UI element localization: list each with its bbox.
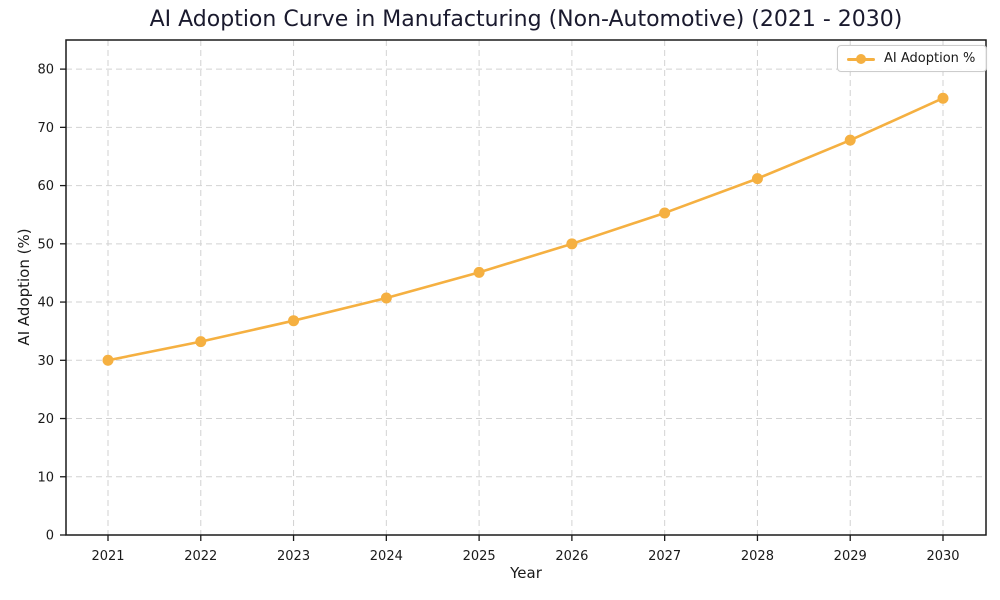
y-tick-label: 50 [37, 237, 54, 252]
y-tick-label: 80 [37, 63, 54, 78]
x-tick-label: 2030 [926, 549, 959, 564]
legend-dot-swatch [856, 53, 866, 64]
data-line [106, 96, 945, 362]
x-axis-label: Year [510, 564, 542, 582]
legend: AI Adoption % [837, 45, 988, 72]
x-tick-label: 2021 [91, 549, 124, 564]
y-axis-label: AI Adoption (%) [15, 228, 33, 346]
data-point [102, 354, 114, 366]
legend-line-marker-icon [847, 53, 875, 64]
data-point [195, 336, 207, 348]
plot-border [65, 39, 987, 536]
data-point [844, 134, 856, 146]
data-point [659, 207, 671, 219]
x-tick-label: 2029 [834, 549, 867, 564]
y-tick-label: 70 [37, 121, 54, 136]
x-tick-label: 2024 [370, 549, 403, 564]
y-tick-label: 10 [37, 470, 54, 485]
data-point [288, 315, 300, 327]
data-point [473, 266, 485, 278]
x-tick-label: 2028 [741, 549, 774, 564]
x-tick-label: 2026 [555, 549, 588, 564]
data-point [566, 238, 578, 250]
y-tick-label: 20 [37, 412, 54, 427]
data-point [937, 92, 949, 104]
data-point [380, 292, 392, 304]
legend-label: AI Adoption % [884, 51, 976, 66]
data-point [751, 173, 763, 185]
x-tick-label: 2023 [277, 549, 310, 564]
x-tick-label: 2027 [648, 549, 681, 564]
chart-title: AI Adoption Curve in Manufacturing (Non-… [149, 7, 903, 32]
y-tick-label: 0 [46, 529, 54, 544]
y-tick-label: 30 [37, 354, 54, 369]
y-tick-label: 40 [37, 296, 54, 311]
x-tick-label: 2025 [463, 549, 496, 564]
x-tick-label: 2022 [184, 549, 217, 564]
y-tick-label: 60 [37, 179, 54, 194]
